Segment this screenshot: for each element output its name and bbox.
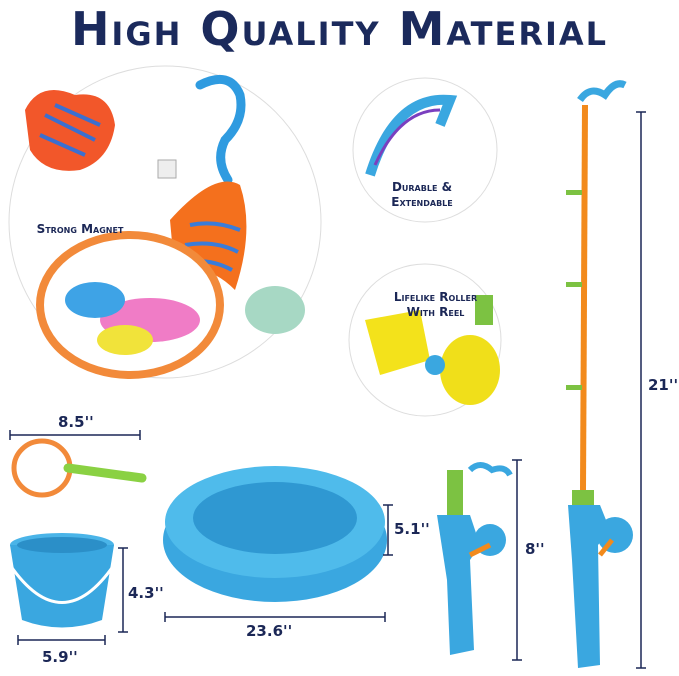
roller-line-1: Lifelike Roller	[393, 290, 478, 304]
strong-magnet-label: Strong Magnet	[36, 222, 124, 236]
durable-label: Durable & Extendable	[372, 180, 472, 210]
long-fishing-rod-image	[566, 80, 633, 668]
durable-line-1: Durable &	[391, 180, 453, 194]
magnet-icon	[157, 159, 177, 179]
long-rod-label: 21''	[648, 376, 679, 394]
lobster-toy-image	[25, 90, 115, 171]
pufferfish-toy-image	[245, 286, 305, 334]
rod-bend-image	[365, 94, 458, 177]
net-with-fish-image	[36, 231, 224, 379]
inflatable-pool-image	[163, 466, 387, 602]
page-title: High Quality Material	[70, 2, 609, 56]
bucket-height-label: 4.3''	[128, 584, 164, 602]
bucket-width-label: 5.9''	[42, 648, 78, 666]
bucket-image	[8, 533, 116, 628]
durable-feature-circle	[352, 77, 498, 223]
reel-image	[365, 295, 500, 405]
fishing-hook-image	[195, 74, 246, 185]
pool-width-label: 23.6''	[246, 622, 293, 640]
pool-height-label: 5.1''	[394, 520, 430, 538]
net-width-label: 8.5''	[58, 413, 94, 431]
roller-label: Lifelike Roller With Reel	[378, 290, 493, 320]
roller-line-2: With Reel	[406, 305, 465, 319]
fishing-net-image	[11, 438, 147, 498]
durable-line-2: Extendable	[391, 195, 453, 209]
dimension-lines	[9, 111, 646, 669]
short-fishing-rod-image	[437, 462, 513, 655]
short-rod-label: 8''	[525, 540, 545, 558]
